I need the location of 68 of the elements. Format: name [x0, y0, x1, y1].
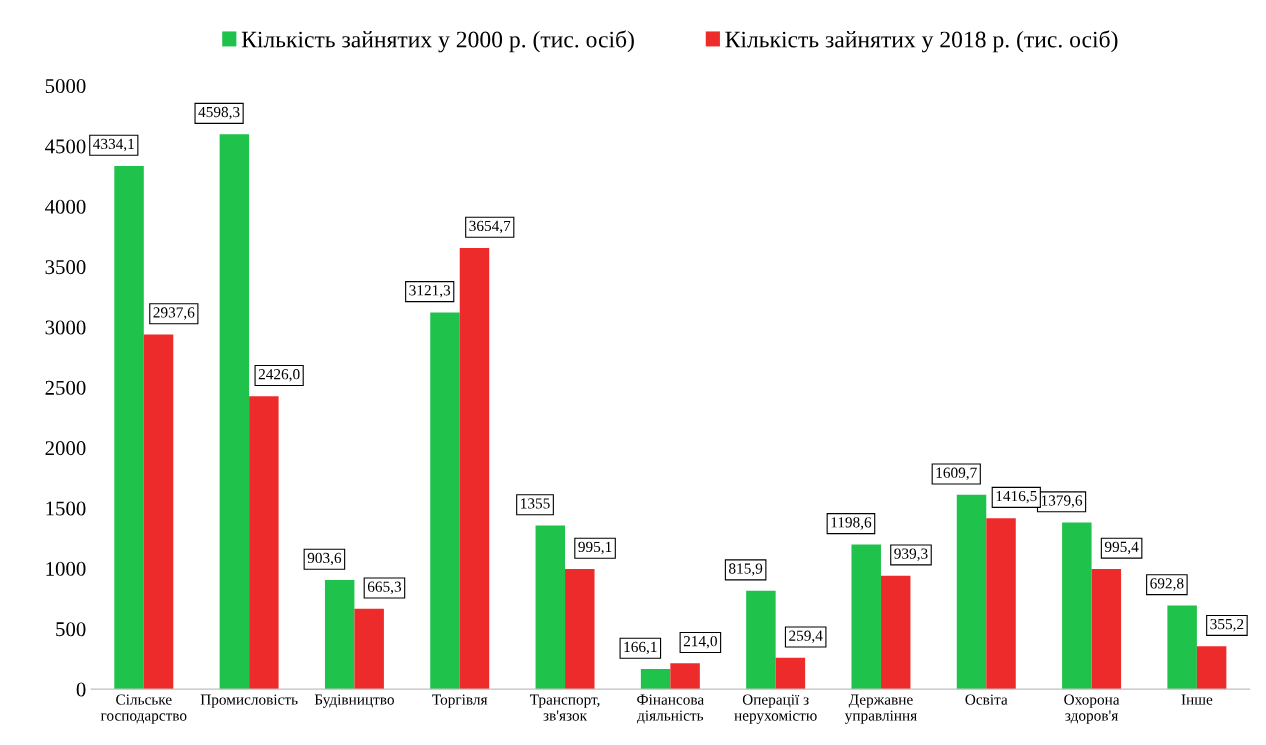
- data-label: 903,6: [307, 552, 342, 566]
- bar: [430, 312, 460, 690]
- bar: [114, 166, 144, 690]
- bar: [1091, 568, 1122, 690]
- data-label: 2937,6: [153, 307, 195, 320]
- bar: [880, 575, 911, 690]
- y-tick-label: 4500: [45, 139, 86, 154]
- data-label: 1609,7: [936, 467, 977, 481]
- data-label: 355,2: [1210, 619, 1244, 632]
- y-tick-label: 3000: [45, 320, 86, 335]
- data-label: 259,4: [789, 630, 823, 644]
- data-label: 4598,3: [198, 106, 240, 120]
- y-tick-label: 2500: [45, 380, 86, 395]
- data-label: 815,9: [729, 563, 763, 576]
- y-tick-label: 1000: [46, 561, 86, 576]
- legend-label: Кількість зайнятих у 2018 р. (тис. осіб): [725, 30, 1118, 53]
- data-label: 214,0: [683, 635, 717, 649]
- data-label: 665,3: [367, 581, 402, 595]
- data-label: 3121,3: [409, 285, 451, 298]
- bar: [1196, 646, 1227, 690]
- x-tick-label: Торгівля: [432, 694, 488, 708]
- data-label: 692,8: [1150, 578, 1184, 591]
- x-tick-label: Промисловість: [200, 694, 298, 708]
- bar: [1167, 605, 1197, 690]
- bar: [956, 494, 987, 690]
- bar: [1062, 522, 1092, 690]
- data-label: 995,1: [578, 541, 612, 555]
- x-tick-label: Транспорт, зв'язок: [529, 694, 600, 721]
- x-tick-label: Охорона здоров'я: [1064, 694, 1120, 724]
- x-tick-label: Будівництво: [314, 694, 394, 708]
- x-tick-label: Державне управління: [844, 694, 917, 724]
- bar: [775, 657, 806, 690]
- y-tick-label: 3500: [45, 260, 86, 275]
- data-label: 1355: [521, 498, 550, 509]
- bar: [324, 580, 355, 690]
- x-tick-label: Фінансова діяльність: [637, 694, 704, 724]
- legend-label: Кількість зайнятих у 2000 р. (тис. осіб): [241, 30, 634, 53]
- data-label: 4334,1: [93, 138, 134, 152]
- x-tick-label: Операції з нерухомістю: [734, 694, 817, 724]
- x-tick-label: Інше: [1181, 694, 1213, 705]
- data-label: 939,3: [894, 548, 928, 561]
- data-label: 1416,5: [996, 490, 1037, 504]
- bar: [565, 569, 595, 690]
- bar: [851, 544, 881, 690]
- y-tick-label: 2000: [45, 441, 86, 456]
- bar: [535, 525, 566, 690]
- y-tick-label: 5000: [45, 79, 86, 94]
- bar: [354, 608, 384, 690]
- data-label: 166,1: [624, 641, 657, 655]
- bar: [219, 134, 250, 690]
- bar: [249, 396, 279, 690]
- bar: [986, 518, 1016, 690]
- x-tick-label: Сільське господарство: [100, 694, 187, 724]
- data-label: 1379,6: [1041, 495, 1083, 508]
- bar: [143, 334, 174, 690]
- y-tick-label: 0: [76, 682, 86, 697]
- bar: [640, 669, 671, 690]
- bar: [459, 248, 490, 690]
- y-tick-label: 1500: [46, 501, 86, 516]
- data-label: 2426,0: [258, 369, 300, 382]
- data-label: 995,4: [1104, 541, 1139, 555]
- bar: [670, 663, 700, 690]
- y-tick-label: 500: [56, 622, 86, 637]
- x-tick-label: Освіта: [965, 694, 1008, 705]
- data-label: 3654,7: [469, 220, 511, 234]
- data-label: 1198,6: [831, 517, 872, 530]
- bar: [746, 590, 776, 690]
- y-tick-label: 4000: [45, 199, 86, 214]
